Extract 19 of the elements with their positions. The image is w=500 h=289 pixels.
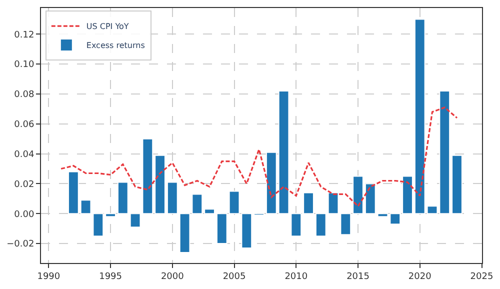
y-tick-label: 0.10 <box>14 60 34 70</box>
legend-label: Excess returns <box>86 41 145 50</box>
x-tick-label: 2015 <box>346 272 370 282</box>
legend-label: US CPI YoY <box>86 22 129 32</box>
line-series <box>60 106 458 207</box>
y-tick-label: 0.02 <box>14 180 34 190</box>
x-tick-label: 2000 <box>160 272 184 282</box>
x-tick-label: 2020 <box>408 272 432 282</box>
y-tick-label: 0.08 <box>14 90 34 100</box>
y-tick-label: 0.04 <box>14 150 34 160</box>
y-tick-label: 0.06 <box>14 120 34 130</box>
y-tick-label: 0.12 <box>14 30 34 40</box>
x-tick-label: 2010 <box>284 272 308 282</box>
y-tick-label: 0.00 <box>14 210 34 220</box>
x-tick-label: 2005 <box>222 272 246 282</box>
y-tick-label: −0.02 <box>6 240 34 250</box>
x-tick-label: 2025 <box>470 272 494 282</box>
x-tick-label: 1995 <box>99 272 122 282</box>
x-tick-label: 1990 <box>37 272 60 282</box>
